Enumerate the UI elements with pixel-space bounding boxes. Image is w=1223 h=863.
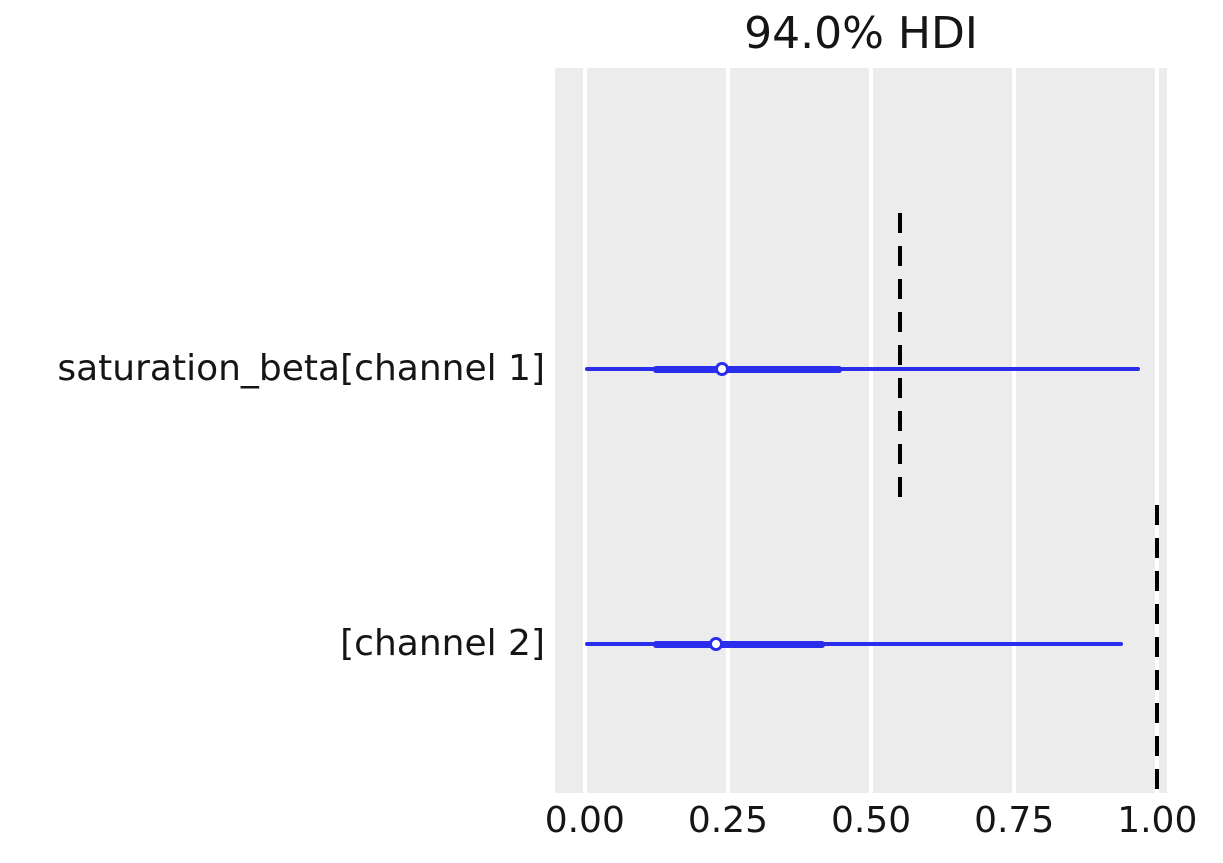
median-marker: [708, 636, 723, 651]
hdi-line: [584, 642, 1123, 646]
gridline: [1012, 68, 1017, 793]
reference-dashed-line: [1155, 505, 1160, 793]
x-tick-label: 1.00: [1117, 800, 1198, 841]
x-tick-label: 0.75: [974, 800, 1055, 841]
median-marker: [714, 361, 729, 376]
plot-title: 94.0% HDI: [744, 8, 978, 59]
gridline: [582, 68, 587, 793]
x-tick-label: 0.00: [544, 800, 625, 841]
reference-dashed-line: [897, 213, 902, 505]
gridline: [1155, 68, 1160, 793]
x-tick-label: 0.25: [687, 800, 768, 841]
x-tick-label: 0.50: [830, 800, 912, 841]
gridline: [725, 68, 730, 793]
hdi-line: [584, 367, 1141, 371]
gridline: [869, 68, 874, 793]
quartile-bar: [653, 365, 843, 373]
quartile-bar: [653, 640, 826, 648]
row-label: [channel 2]: [340, 623, 545, 664]
row-label: saturation_beta[channel 1]: [57, 348, 545, 389]
plot-area: [555, 68, 1167, 793]
